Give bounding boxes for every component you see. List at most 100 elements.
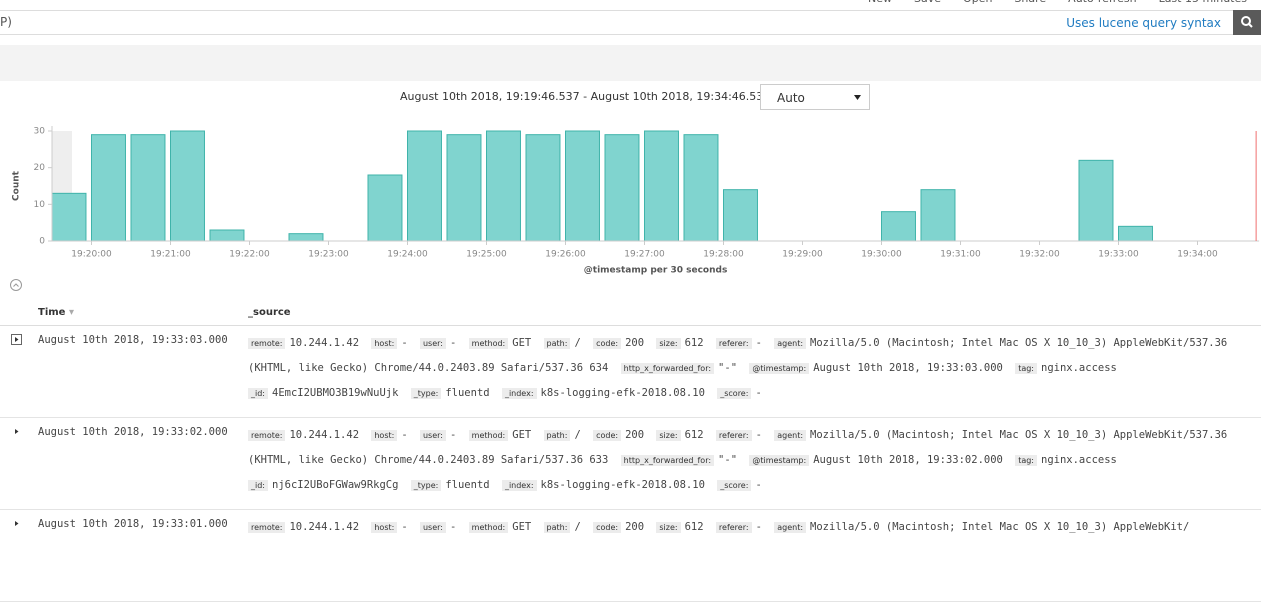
bar: [525, 134, 561, 242]
bar: [565, 130, 600, 242]
field-key: _score:: [717, 388, 752, 399]
field-key: user:: [419, 338, 446, 349]
field-key: _index:: [501, 480, 537, 491]
field-value: Mozilla/5.0 (Macintosh; Intel Mac OS X 1…: [248, 337, 1228, 374]
field-key: tag:: [1015, 455, 1037, 466]
syntax-link[interactable]: Uses lucene query syntax: [1066, 16, 1221, 30]
bar: [446, 134, 482, 242]
field-value: 10.244.1.42: [289, 521, 360, 533]
field-value: nginx.access: [1041, 454, 1117, 466]
field-key: code:: [593, 338, 622, 349]
expand-toggle[interactable]: [11, 334, 22, 345]
bar: [604, 134, 640, 242]
header-source: _source: [248, 307, 291, 318]
field-key: agent:: [774, 522, 807, 533]
table-body: August 10th 2018, 19:33:03.000 remote: 10.…: [0, 326, 1261, 602]
x-axis-label: @timestamp per 30 seconds: [584, 266, 728, 276]
y-tick-label: 30: [34, 127, 46, 137]
doc-time: August 10th 2018, 19:33:03.000: [38, 334, 228, 346]
bar: [170, 130, 205, 242]
field-key: user:: [419, 522, 446, 533]
field-value: nj6cI2UBoFGWaw9RkgCg: [272, 479, 399, 491]
toolbar-item[interactable]: Open: [963, 0, 992, 5]
field-key: method:: [468, 338, 509, 349]
field-key: _score:: [717, 480, 752, 491]
field-value: "-": [718, 454, 738, 466]
toolbar-item[interactable]: Save: [914, 0, 941, 5]
collapse-toggle[interactable]: [9, 278, 23, 292]
field-value: -: [755, 387, 762, 399]
x-tick-label: 19:28:00: [703, 250, 744, 260]
bar: [91, 134, 126, 242]
field-value: 200: [625, 521, 645, 533]
toolbar-item[interactable]: Share: [1014, 0, 1046, 5]
field-value: August 10th 2018, 19:33:02.000: [813, 454, 1003, 466]
field-value: k8s-logging-efk-2018.08.10: [540, 387, 705, 399]
bar: [920, 189, 956, 242]
interval-select[interactable]: Auto: [760, 84, 870, 110]
field-value: 200: [625, 429, 645, 441]
field-value: /: [574, 337, 581, 349]
field-value: 10.244.1.42: [289, 429, 360, 441]
field-value: fluentd: [445, 387, 490, 399]
toggle-arrow: [15, 429, 19, 434]
histogram: 0 10 20 30 19:20:00 19:21:00 19:22:00 19:23:00 1…: [12, 126, 1260, 276]
bar: [723, 189, 758, 242]
toolbar-item[interactable]: New: [868, 0, 892, 5]
toolbar-item[interactable]: Auto-refresh: [1068, 0, 1136, 5]
x-tick-label: 19:31:00: [940, 250, 981, 260]
field-key: path:: [543, 522, 571, 533]
field-value: 612: [684, 521, 704, 533]
field-value: "-": [718, 362, 738, 374]
doc-row: August 10th 2018, 19:33:03.000 remote: 10.…: [0, 326, 1261, 418]
field-value: k8s-logging-efk-2018.08.10: [540, 479, 705, 491]
field-key: http_x_forwarded_for:: [620, 455, 715, 466]
doc-row: August 10th 2018, 19:33:02.000 remote: 10.…: [0, 418, 1261, 510]
x-tick-label: 19:32:00: [1019, 250, 1060, 260]
field-value: -: [450, 337, 457, 349]
toggle-arrow: [15, 337, 19, 342]
bar: [51, 192, 87, 242]
time-range: August 10th 2018, 19:19:46.537 - August …: [400, 90, 785, 103]
field-key: remote:: [248, 430, 286, 441]
field-key: user:: [419, 430, 446, 441]
field-value: August 10th 2018, 19:33:03.000: [813, 362, 1003, 374]
field-value: 612: [684, 429, 704, 441]
field-key: referer:: [715, 430, 752, 441]
doc-source: remote: 10.244.1.42 host: - user: - method:…: [248, 515, 1253, 540]
table-header: Time ▾ _source: [0, 303, 1261, 326]
bar: [1078, 159, 1114, 242]
bar: [209, 229, 245, 242]
field-key: code:: [593, 430, 622, 441]
x-tick-label: 19:26:00: [545, 250, 586, 260]
field-value: -: [401, 337, 408, 349]
x-tick-label: 19:23:00: [308, 250, 349, 260]
field-key: host:: [371, 430, 398, 441]
toolbar-item[interactable]: Last 15 minutes: [1159, 0, 1247, 5]
field-value: fluentd: [445, 479, 490, 491]
x-tick-label: 19:22:00: [229, 250, 270, 260]
header-time[interactable]: Time ▾: [38, 307, 74, 318]
bar: [130, 134, 166, 242]
field-value: GET: [512, 521, 532, 533]
field-value: Mozilla/5.0 (Macintosh; Intel Mac OS X 1…: [810, 521, 1190, 533]
doc-time: August 10th 2018, 19:33:02.000: [38, 426, 228, 438]
field-value: -: [401, 521, 408, 533]
field-key: method:: [468, 430, 509, 441]
header-text: Time: [38, 307, 66, 318]
expand-toggle[interactable]: [11, 426, 22, 437]
field-key: _id:: [248, 480, 268, 491]
doc-time: August 10th 2018, 19:33:01.000: [38, 518, 228, 530]
field-key: tag:: [1015, 363, 1037, 374]
field-key: host:: [371, 522, 398, 533]
search-input[interactable]: P): [0, 15, 12, 29]
field-key: size:: [656, 522, 681, 533]
x-tick-label: 19:29:00: [782, 250, 823, 260]
search-button[interactable]: [1233, 10, 1261, 35]
field-key: path:: [543, 338, 571, 349]
field-value: -: [450, 429, 457, 441]
field-key: method:: [468, 522, 509, 533]
expand-toggle[interactable]: [11, 518, 22, 529]
field-key: size:: [656, 430, 681, 441]
field-value: GET: [512, 337, 532, 349]
